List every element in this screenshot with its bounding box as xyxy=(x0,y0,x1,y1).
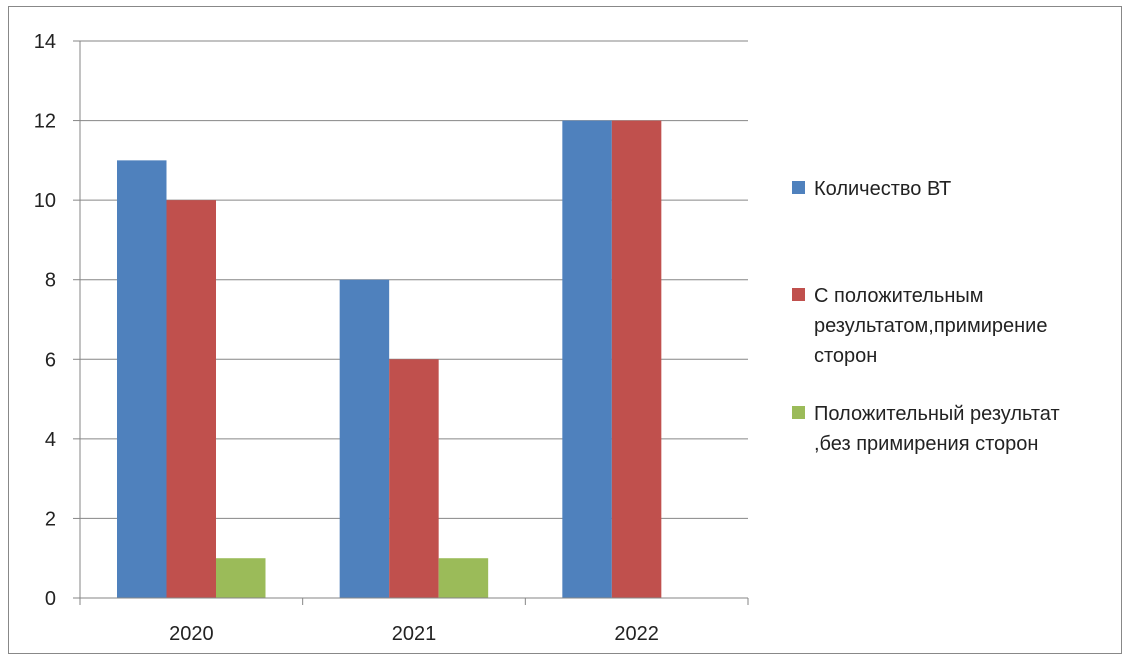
y-tick-label: 4 xyxy=(45,429,56,451)
legend-swatch xyxy=(792,406,805,419)
y-tick-label: 12 xyxy=(34,111,56,133)
y-tick-label: 0 xyxy=(45,588,56,610)
legend-label: сторон xyxy=(814,345,877,367)
bar xyxy=(562,120,612,599)
bar xyxy=(117,160,167,598)
y-tick-label: 6 xyxy=(45,349,56,371)
legend-label: Положительный результат xyxy=(814,403,1060,425)
legend-swatch xyxy=(792,288,805,301)
bar xyxy=(339,279,390,598)
y-tick-labels: 0 2 4 6 8 10 12 14 xyxy=(34,31,56,610)
bar xyxy=(438,558,489,598)
bars xyxy=(117,120,662,599)
axes xyxy=(73,40,749,605)
x-tick-label: 2022 xyxy=(614,623,659,645)
legend-swatch xyxy=(792,181,805,194)
legend: Количество ВТ С положительным результатом,… xyxy=(792,178,1060,455)
y-tick-label: 10 xyxy=(34,190,56,212)
legend-entry: Количество ВТ xyxy=(792,178,951,200)
bar xyxy=(611,120,662,599)
bar xyxy=(166,200,216,598)
legend-label: Количество ВТ xyxy=(814,178,951,200)
legend-label: С положительным xyxy=(814,285,984,307)
y-tick-label: 14 xyxy=(34,31,56,53)
y-tick-label: 2 xyxy=(45,508,56,530)
legend-label: результатом,примирение xyxy=(814,315,1047,337)
x-tick-label: 2020 xyxy=(169,623,214,645)
legend-entry: Положительный результат ,без примирения с… xyxy=(792,403,1060,455)
bar xyxy=(389,359,439,598)
legend-label: ,без примирения сторон xyxy=(814,433,1038,455)
bar xyxy=(216,558,266,598)
x-tick-label: 2021 xyxy=(392,623,437,645)
legend-entry: С положительным результатом,примирение сто… xyxy=(792,285,1047,367)
x-tick-labels: 2020 2021 2022 xyxy=(169,623,659,645)
y-tick-label: 8 xyxy=(45,270,56,292)
